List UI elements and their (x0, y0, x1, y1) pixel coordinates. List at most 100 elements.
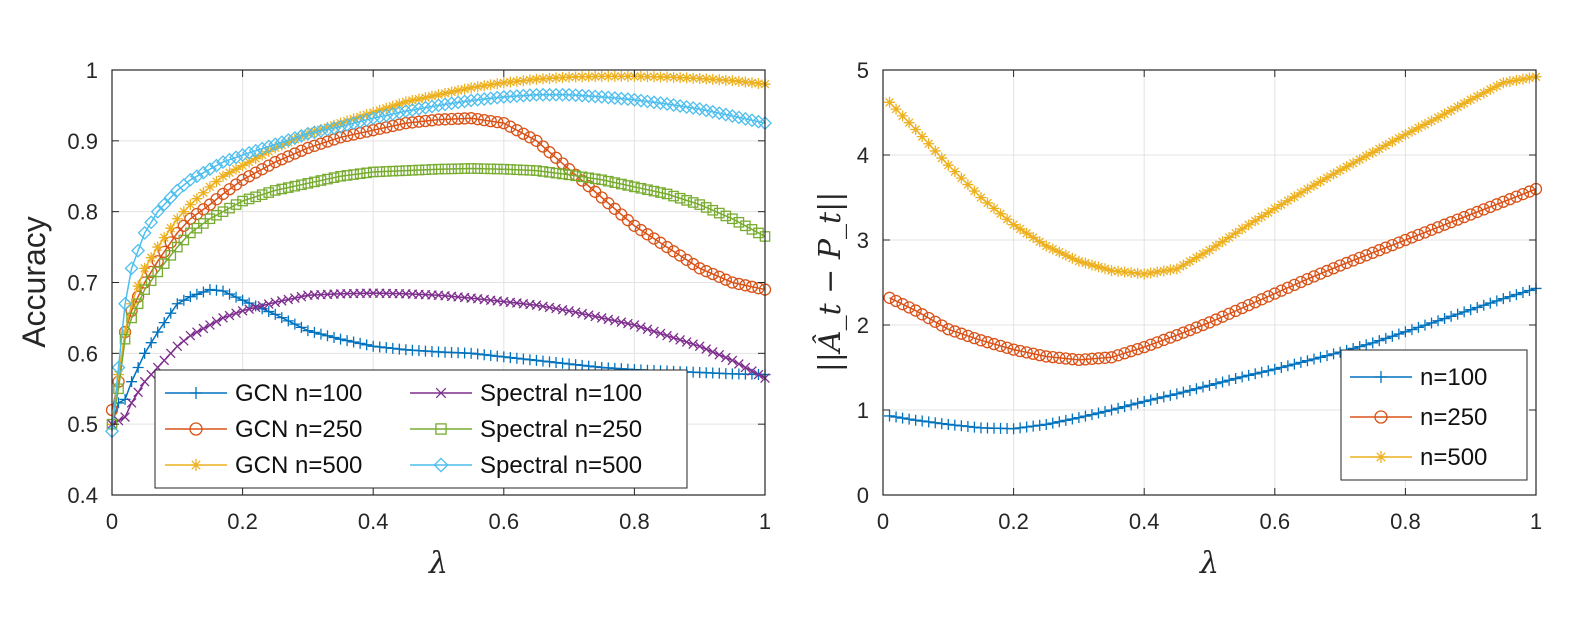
accuracy-point-spectral-n-100 (205, 320, 215, 330)
accuracy-point-gcn-n-500 (720, 74, 732, 86)
norm-point-n-500 (1027, 231, 1039, 243)
accuracy-point-gcn-n-100 (504, 352, 516, 364)
accuracy-point-gcn-n-500 (269, 142, 281, 154)
accuracy-legend-marker (433, 457, 449, 473)
norm-point-n-500 (1177, 259, 1189, 271)
accuracy-point-gcn-n-100 (530, 354, 542, 366)
norm-legend-marker (1375, 371, 1387, 383)
norm-point-n-500 (1138, 268, 1150, 280)
accuracy-point-spectral-n-250 (674, 192, 686, 204)
accuracy-point-gcn-n-500 (210, 176, 222, 188)
accuracy-xlabel: λ (428, 546, 448, 581)
accuracy-point-spectral-n-250 (583, 172, 595, 184)
accuracy-point-spectral-n-250 (348, 169, 359, 180)
accuracy-point-gcn-n-100 (217, 285, 229, 297)
accuracy-legend-item: Spectral n=100 (410, 380, 642, 407)
norm-point-n-250 (1046, 350, 1059, 364)
norm-point-n-250 (1203, 316, 1216, 329)
accuracy-point-spectral-n-100 (675, 335, 685, 345)
accuracy-point-gcn-n-500 (276, 139, 288, 151)
norm-point-n-500 (1236, 223, 1248, 235)
accuracy-point-gcn-n-500 (713, 74, 725, 86)
norm-point-n-250 (1275, 284, 1288, 297)
norm-point-n-500 (1282, 195, 1294, 207)
norm-point-n-500 (1184, 255, 1196, 267)
norm-xlabel: λ (1199, 546, 1219, 581)
norm-ytick-label: 3 (857, 228, 869, 253)
accuracy-point-spectral-n-250 (452, 163, 464, 175)
accuracy-point-gcn-n-500 (263, 145, 275, 157)
norm-line-n-250 (889, 188, 1537, 361)
accuracy-legend-item: GCN n=500 (165, 452, 362, 479)
norm-point-n-250 (1523, 185, 1536, 198)
accuracy-legend: GCN n=100 GCN n=250 GCN n=500 Spectral n=10… (154, 369, 688, 489)
norm-point-n-100 (884, 410, 896, 422)
norm-ytick-label: 4 (857, 143, 869, 168)
accuracy-point-spectral-n-100 (192, 327, 202, 337)
accuracy-point-gcn-n-250 (223, 183, 236, 196)
accuracy-point-gcn-n-250 (445, 112, 458, 126)
norm-point-n-250 (1379, 241, 1392, 254)
accuracy-point-gcn-n-500 (387, 100, 399, 112)
norm-point-n-100 (1034, 419, 1046, 431)
norm-ytick-label: 5 (857, 58, 869, 83)
accuracy-point-gcn-n-250 (687, 257, 700, 271)
norm-point-n-500 (1484, 84, 1496, 96)
accuracy-point-spectral-n-500 (150, 204, 165, 219)
norm-point-n-100 (1497, 293, 1509, 305)
norm-point-n-100 (1073, 412, 1085, 424)
accuracy-point-spectral-n-250 (602, 175, 614, 187)
norm-point-n-250 (896, 298, 909, 311)
accuracy-point-gcn-n-100 (550, 357, 562, 369)
accuracy-point-spectral-n-250 (387, 165, 399, 177)
norm-point-n-500 (1001, 213, 1013, 225)
accuracy-point-gcn-n-500 (321, 121, 333, 133)
accuracy-point-gcn-n-500 (648, 71, 660, 83)
accuracy-point-spectral-n-100 (707, 347, 718, 357)
accuracy-point-gcn-n-500 (602, 70, 614, 82)
norm-point-n-250 (1503, 193, 1517, 206)
norm-point-n-250 (1399, 233, 1412, 247)
accuracy-ylabel: Accuracy (16, 216, 52, 348)
norm-point-n-100 (962, 420, 974, 432)
norm-point-n-250 (1013, 344, 1027, 358)
accuracy-point-gcn-n-500 (433, 89, 444, 101)
accuracy-point-gcn-n-250 (275, 153, 288, 166)
accuracy-point-gcn-n-100 (348, 336, 360, 348)
norm-point-n-100 (916, 415, 928, 427)
accuracy-point-gcn-n-250 (282, 150, 295, 163)
accuracy-point-spectral-n-250 (635, 182, 647, 194)
accuracy-point-spectral-n-100 (734, 359, 744, 369)
norm-legend-marker (1374, 410, 1388, 424)
norm-point-n-100 (890, 411, 902, 423)
accuracy-point-gcn-n-100 (478, 349, 490, 361)
accuracy-legend-item: GCN n=250 (165, 416, 362, 443)
norm-point-n-250 (1027, 347, 1040, 360)
accuracy-point-spectral-n-250 (341, 170, 353, 181)
accuracy-point-gcn-n-100 (576, 359, 588, 371)
accuracy-point-spectral-n-250 (380, 166, 392, 177)
accuracy-point-spectral-n-500 (359, 112, 374, 127)
accuracy-point-gcn-n-500 (589, 71, 601, 83)
accuracy-legend-label: Spectral n=500 (480, 452, 642, 479)
norm-point-n-500 (1164, 264, 1176, 276)
norm-point-n-500 (1439, 108, 1451, 120)
norm-point-n-500 (929, 145, 941, 157)
norm-point-n-500 (988, 202, 1000, 214)
norm-point-n-250 (1131, 342, 1144, 356)
accuracy-point-gcn-n-500 (726, 75, 738, 87)
accuracy-point-spectral-n-250 (400, 165, 412, 176)
accuracy-point-gcn-n-250 (667, 245, 680, 258)
accuracy-point-spectral-n-250 (171, 241, 183, 253)
accuracy-point-gcn-n-500 (224, 167, 236, 179)
accuracy-point-spectral-n-250 (152, 266, 164, 278)
accuracy-point-spectral-n-250 (687, 197, 699, 208)
norm-point-n-250 (1464, 208, 1477, 221)
norm-point-n-100 (1230, 373, 1242, 385)
norm-point-n-500 (1432, 112, 1444, 124)
norm-point-n-100 (1210, 378, 1222, 390)
norm-point-n-500 (1112, 265, 1124, 277)
accuracy-point-spectral-n-500 (470, 92, 485, 107)
norm-point-n-100 (1112, 402, 1124, 414)
norm-point-n-100 (1236, 371, 1248, 383)
